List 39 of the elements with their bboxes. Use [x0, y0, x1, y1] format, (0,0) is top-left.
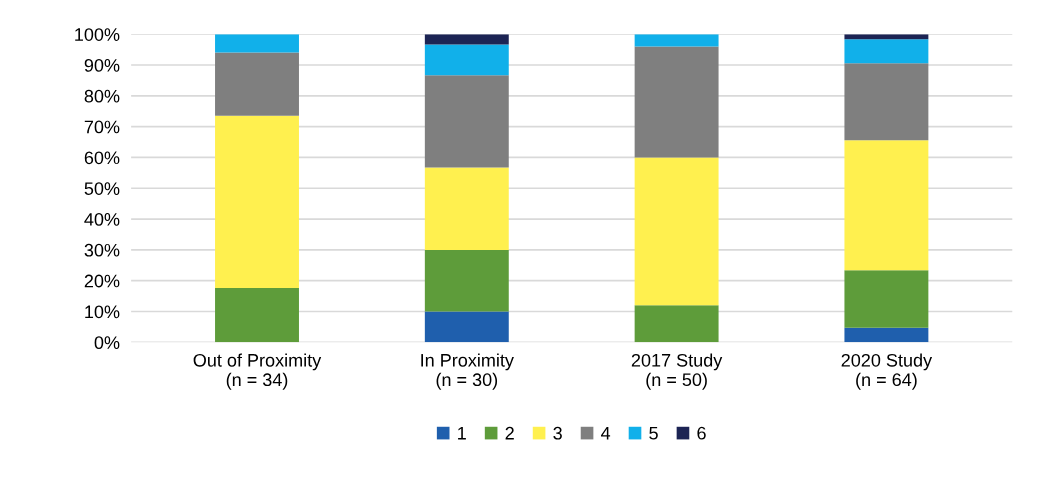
bar — [215, 288, 299, 343]
y-tick-label: 30% — [84, 243, 120, 257]
bar — [844, 39, 929, 64]
bar — [424, 311, 509, 343]
bar — [844, 140, 929, 271]
bar — [424, 249, 509, 312]
y-tick-label: 100% — [75, 28, 120, 41]
bar — [215, 115, 299, 289]
bar — [424, 44, 509, 76]
x-tick-label: Out of Proximity (n = 34) — [193, 353, 322, 390]
bar — [215, 34, 299, 53]
legend-label: 2 — [505, 426, 514, 440]
legend-label: 1 — [458, 426, 466, 440]
y-tick-label: 40% — [84, 213, 120, 226]
legend-label: 6 — [697, 426, 706, 440]
bar — [634, 305, 719, 343]
y-tick-label: 10% — [85, 305, 120, 319]
x-tick-label: 2020 Study (n = 64) — [841, 353, 933, 390]
y-tick-label: 20% — [84, 274, 120, 288]
bar — [844, 63, 929, 141]
y-tick-label: 50% — [84, 182, 120, 195]
bar — [424, 75, 509, 168]
legend-label: 3 — [553, 426, 562, 440]
legend-label: 5 — [649, 426, 658, 440]
y-tick-label: 90% — [84, 58, 120, 72]
legend-label: 4 — [601, 426, 611, 440]
y-tick-label: 80% — [84, 89, 120, 103]
x-tick-label: 2017 Study (n = 50) — [631, 353, 723, 390]
bar — [634, 34, 719, 47]
bar — [424, 167, 509, 250]
bar — [215, 52, 299, 116]
x-tick-label: In Proximity (n = 30) — [421, 353, 514, 390]
y-tick-label: 60% — [84, 151, 120, 165]
bar — [634, 157, 719, 306]
bar — [634, 46, 719, 158]
bar — [844, 270, 929, 328]
y-tick-label: 0% — [94, 336, 120, 350]
bar — [844, 327, 929, 343]
y-tick-label: 70% — [84, 120, 120, 134]
